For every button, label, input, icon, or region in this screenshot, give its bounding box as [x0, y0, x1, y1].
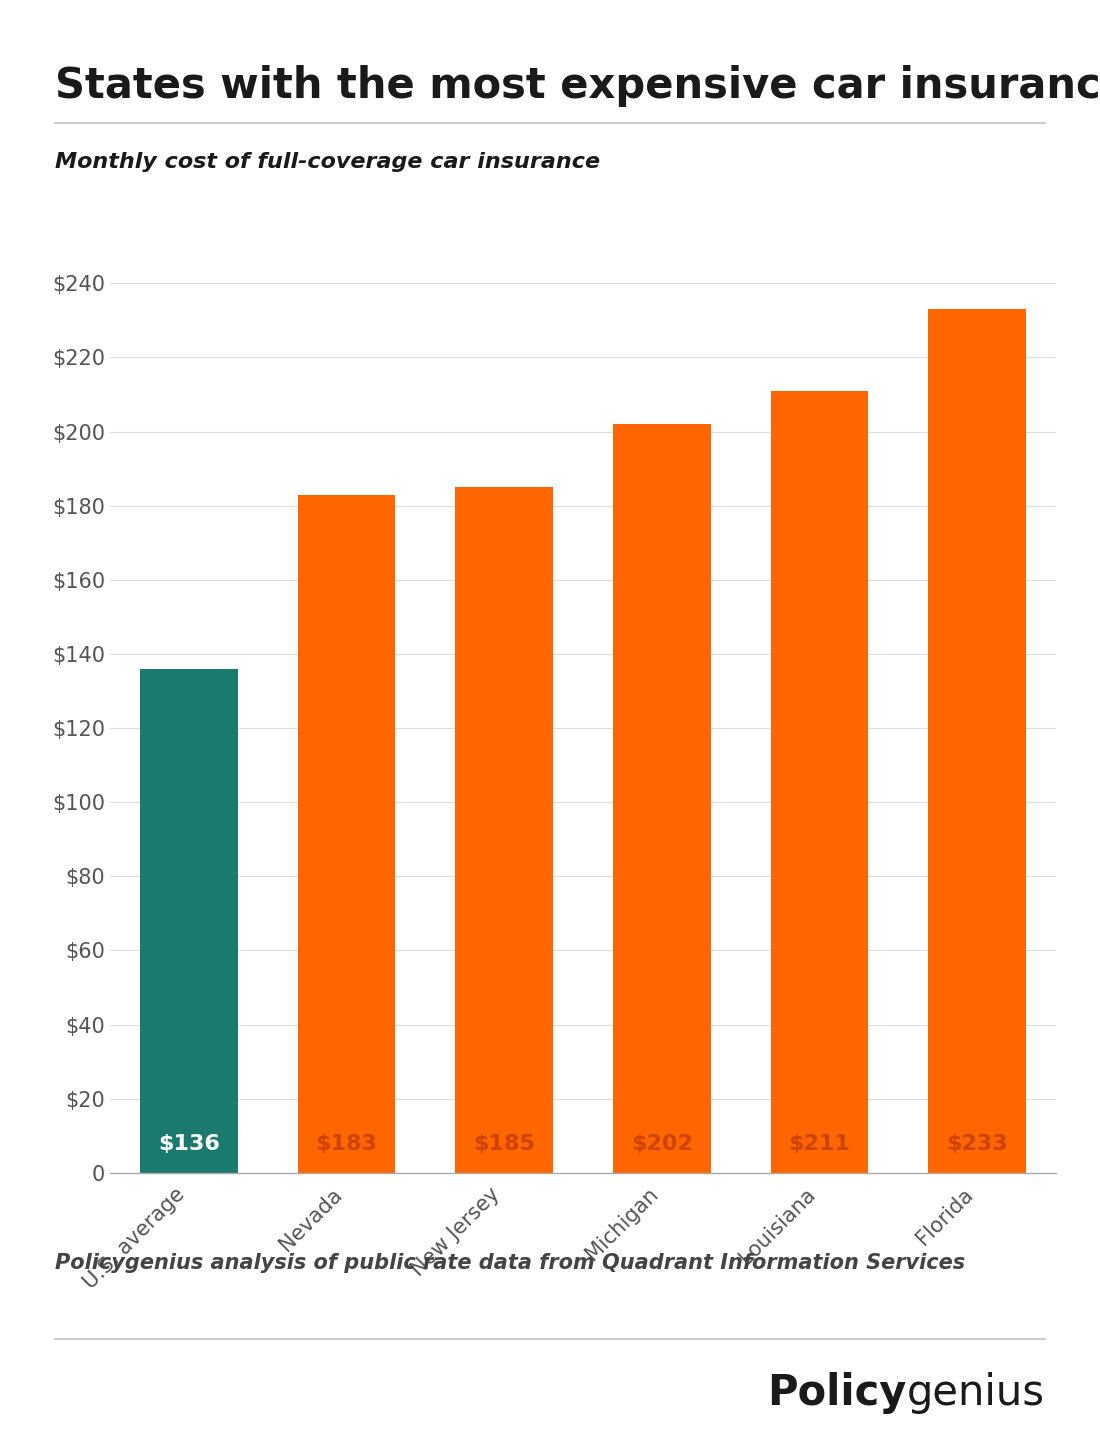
Text: $202: $202 — [631, 1134, 693, 1154]
Text: Policygenius analysis of public rate data from Quadrant Information Services: Policygenius analysis of public rate dat… — [55, 1253, 965, 1273]
Bar — [771, 391, 868, 1173]
Bar — [455, 487, 553, 1173]
Text: Policygenius: Policygenius — [788, 1371, 1045, 1415]
Bar — [613, 424, 711, 1173]
Text: $136: $136 — [158, 1134, 220, 1154]
Text: Policy: Policy — [768, 1371, 908, 1415]
Text: $183: $183 — [316, 1134, 377, 1154]
Bar — [298, 495, 395, 1173]
Text: $211: $211 — [789, 1134, 850, 1154]
Text: $185: $185 — [473, 1134, 535, 1154]
Text: Monthly cost of full-coverage car insurance: Monthly cost of full-coverage car insura… — [55, 152, 601, 172]
Text: States with the most expensive car insurance: States with the most expensive car insur… — [55, 65, 1100, 107]
Bar — [140, 669, 238, 1173]
Text: genius: genius — [908, 1371, 1045, 1415]
Text: $233: $233 — [946, 1134, 1008, 1154]
Bar — [928, 310, 1026, 1173]
